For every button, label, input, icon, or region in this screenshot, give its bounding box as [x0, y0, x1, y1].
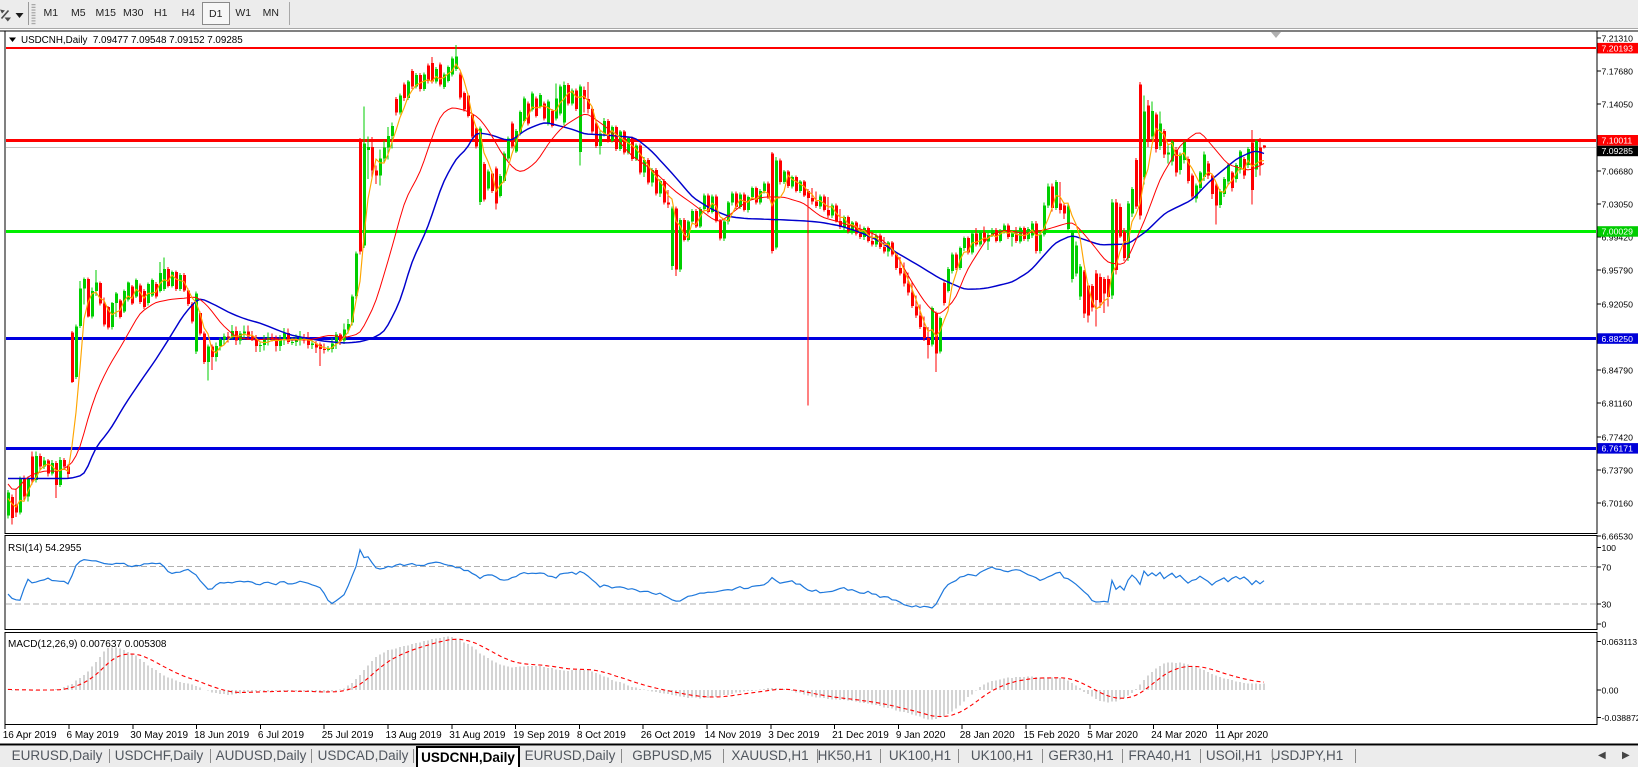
svg-text:28 Jan 2020: 28 Jan 2020 — [960, 730, 1015, 741]
svg-text:7.21310: 7.21310 — [1602, 34, 1634, 44]
svg-text:7.00029: 7.00029 — [1602, 227, 1634, 237]
svg-text:31 Aug 2019: 31 Aug 2019 — [449, 730, 506, 741]
svg-text:5 Mar 2020: 5 Mar 2020 — [1087, 730, 1138, 741]
svg-text:7.09285: 7.09285 — [1602, 146, 1634, 156]
svg-text:18 Jun 2019: 18 Jun 2019 — [194, 730, 249, 741]
svg-text:30 May 2019: 30 May 2019 — [130, 730, 188, 741]
svg-text:6 May 2019: 6 May 2019 — [67, 730, 120, 741]
svg-text:9 Jan 2020: 9 Jan 2020 — [896, 730, 946, 741]
svg-text:11 Apr 2020: 11 Apr 2020 — [1215, 730, 1269, 741]
svg-text:USDCNH,Daily 7.09477 7.09548: USDCNH,Daily 7.09477 7.09548 7.09152 7.0… — [21, 35, 243, 46]
svg-text:15 Feb 2020: 15 Feb 2020 — [1024, 730, 1081, 741]
svg-text:7.14050: 7.14050 — [1602, 100, 1634, 110]
svg-text:6.73790: 6.73790 — [1602, 466, 1634, 476]
svg-text:MACD(12,26,9) 0.007637 0.00530: MACD(12,26,9) 0.007637 0.005308 — [8, 639, 167, 650]
svg-text:25 Jul 2019: 25 Jul 2019 — [322, 730, 374, 741]
svg-text:0: 0 — [1602, 620, 1607, 630]
svg-text:100: 100 — [1602, 543, 1617, 553]
svg-text:6.81160: 6.81160 — [1602, 399, 1633, 409]
svg-text:70: 70 — [1602, 563, 1612, 573]
svg-text:6.76171: 6.76171 — [1602, 444, 1634, 454]
svg-text:7.03050: 7.03050 — [1602, 200, 1634, 210]
svg-text:30: 30 — [1602, 600, 1612, 610]
svg-text:13 Aug 2019: 13 Aug 2019 — [386, 730, 443, 741]
svg-text:6.77420: 6.77420 — [1602, 433, 1634, 443]
svg-text:21 Dec 2019: 21 Dec 2019 — [832, 730, 889, 741]
svg-text:6.88250: 6.88250 — [1602, 334, 1634, 344]
svg-text:19 Sep 2019: 19 Sep 2019 — [513, 730, 570, 741]
svg-text:6.92050: 6.92050 — [1602, 300, 1634, 310]
svg-text:-0.038872: -0.038872 — [1602, 713, 1638, 723]
svg-text:24 Mar 2020: 24 Mar 2020 — [1151, 730, 1208, 741]
svg-text:26 Oct 2019: 26 Oct 2019 — [641, 730, 696, 741]
svg-text:7.17680: 7.17680 — [1602, 67, 1634, 77]
svg-text:0.063113: 0.063113 — [1602, 637, 1638, 647]
svg-text:8 Oct 2019: 8 Oct 2019 — [577, 730, 626, 741]
svg-text:3 Dec 2019: 3 Dec 2019 — [768, 730, 820, 741]
svg-text:6.70160: 6.70160 — [1602, 499, 1634, 509]
svg-text:6.84790: 6.84790 — [1602, 366, 1634, 376]
svg-text:14 Nov 2019: 14 Nov 2019 — [705, 730, 762, 741]
svg-text:0.00: 0.00 — [1602, 686, 1619, 696]
svg-text:6.66530: 6.66530 — [1602, 532, 1634, 542]
svg-text:7.10011: 7.10011 — [1602, 136, 1633, 146]
svg-text:7.20193: 7.20193 — [1602, 43, 1634, 53]
svg-text:16 Apr 2019: 16 Apr 2019 — [3, 730, 57, 741]
svg-text:6.95790: 6.95790 — [1602, 266, 1634, 276]
svg-text:6.99420: 6.99420 — [1602, 233, 1634, 243]
svg-text:6 Jul 2019: 6 Jul 2019 — [258, 730, 305, 741]
svg-text:7.06680: 7.06680 — [1602, 167, 1634, 177]
svg-text:RSI(14) 54.2955: RSI(14) 54.2955 — [8, 543, 82, 554]
